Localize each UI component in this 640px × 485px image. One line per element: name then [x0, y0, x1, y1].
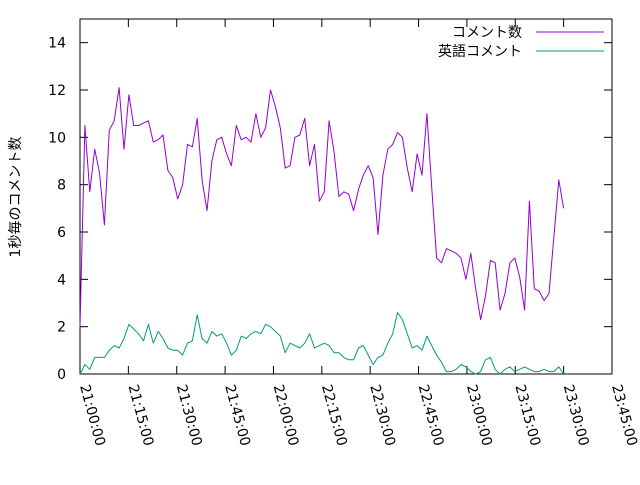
y-axis-label: 1秒毎のコメント数	[8, 137, 24, 258]
y-tick-label: 4	[57, 272, 66, 288]
x-tick-label: 21:15:00	[124, 383, 156, 448]
x-tick-label: 22:30:00	[366, 383, 398, 448]
x-tick-label: 21:30:00	[173, 383, 205, 448]
series-line	[79, 312, 565, 375]
x-tick-label: 21:00:00	[76, 383, 108, 448]
x-tick-label: 22:15:00	[318, 383, 350, 448]
y-tick-label: 0	[57, 367, 66, 383]
x-tick-label: 22:00:00	[270, 383, 302, 448]
x-tick-label: 23:15:00	[511, 383, 543, 448]
y-tick-label: 8	[57, 178, 66, 194]
y-tick-label: 10	[48, 130, 66, 146]
series-line	[79, 87, 565, 327]
x-tick-label: 21:45:00	[221, 383, 253, 448]
x-tick-label: 22:45:00	[415, 383, 447, 448]
plot-border	[79, 18, 613, 375]
x-tick-label: 23:00:00	[463, 383, 495, 448]
y-tick-label: 14	[48, 36, 66, 52]
legend-label: コメント数	[452, 25, 522, 41]
y-tick-label: 12	[48, 83, 66, 99]
y-tick-label: 6	[57, 225, 66, 241]
legend-label: 英語コメント	[438, 43, 522, 60]
x-tick-label: 23:45:00	[608, 383, 640, 448]
x-tick-label: 23:30:00	[560, 383, 592, 448]
y-tick-label: 2	[57, 320, 66, 336]
